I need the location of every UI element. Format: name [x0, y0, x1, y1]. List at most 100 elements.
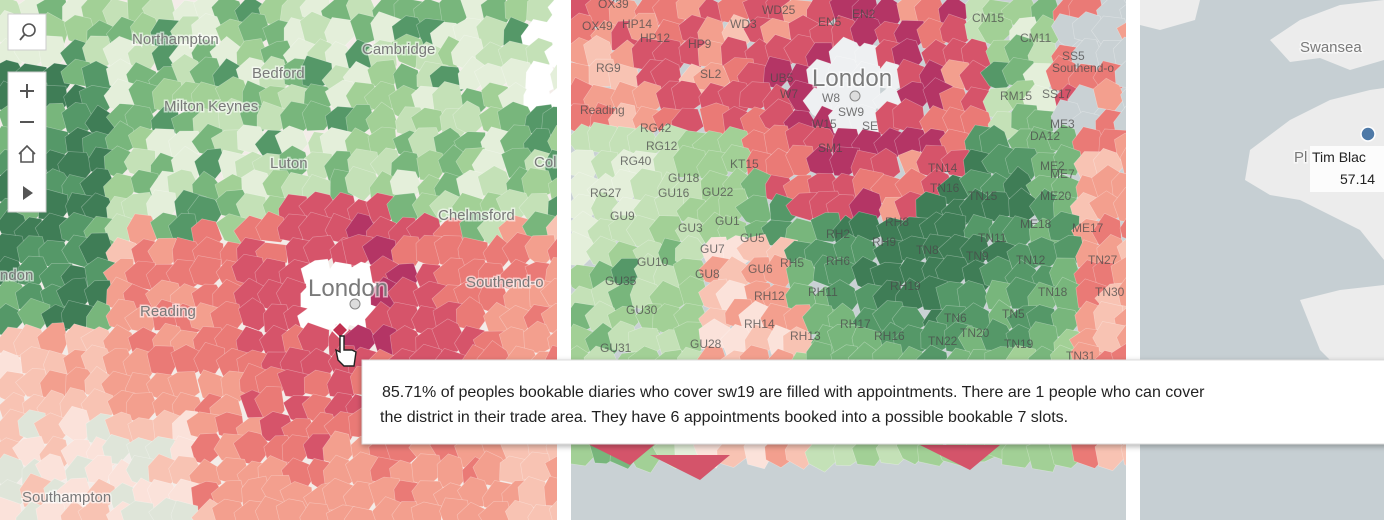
district	[544, 40, 557, 70]
postcode-label: TN5	[1002, 307, 1025, 321]
postcode-label: TN15	[968, 189, 998, 203]
district	[544, 257, 557, 286]
postcode-label: RH11	[808, 285, 838, 299]
place-label: London	[308, 275, 388, 302]
postcode-label: RG12	[646, 139, 678, 153]
district	[120, 500, 156, 520]
postcode-label: GU18	[668, 171, 700, 185]
postcode-label: ME3	[1050, 117, 1075, 131]
postcode-label: GU31	[600, 341, 632, 355]
marker-label-box	[1310, 146, 1384, 192]
district	[1119, 218, 1126, 239]
postcode-label: GU28	[690, 337, 722, 351]
place-label: Reading	[140, 303, 196, 320]
land	[1270, 0, 1384, 70]
district	[299, 502, 333, 520]
left-map[interactable]: Northampton Cambridge Bedford Milton Keynes…	[0, 0, 584, 525]
pan-button[interactable]	[23, 186, 33, 200]
place-label: Cambridge	[362, 41, 435, 58]
tooltip-text: the district in their trade area. They h…	[380, 409, 1068, 426]
postcode-label: RG9	[596, 61, 621, 75]
district	[77, 501, 113, 520]
postcode-label: GU5	[740, 231, 765, 245]
district	[410, 501, 442, 520]
district	[543, 14, 557, 46]
district	[1110, 256, 1126, 288]
district	[1120, 88, 1126, 111]
place-label: Milton Keynes	[164, 98, 258, 115]
search-icon	[19, 33, 26, 41]
postcode-label: SS5	[1062, 49, 1085, 63]
postcode-label: WD25	[762, 3, 796, 17]
district	[1116, 238, 1126, 265]
marker[interactable]	[1360, 126, 1376, 142]
district	[478, 501, 513, 520]
postcode-label: WD3	[730, 17, 757, 31]
postcode-label: CM11	[1020, 31, 1051, 45]
hand-cursor	[335, 335, 357, 367]
place-label: Col	[534, 154, 557, 171]
postcode-label: HP9	[688, 37, 712, 51]
place-label: ndon	[0, 267, 33, 284]
district	[1116, 324, 1126, 352]
marker-value: 57.14	[1340, 171, 1375, 187]
postcode-label: W15	[812, 117, 837, 131]
postcode-label: RG42	[640, 121, 672, 135]
district	[390, 235, 425, 267]
postcode-label: GU10	[637, 255, 669, 269]
district	[301, 100, 333, 132]
postcode-label: TN11	[978, 231, 1007, 245]
district	[238, 297, 271, 331]
postcode-label: RH12	[754, 289, 785, 303]
postcode-label: GU3	[678, 221, 703, 235]
postcode-label: RH6	[826, 254, 850, 268]
postcode-label: Southend-o	[1052, 61, 1114, 75]
zoom-in[interactable]	[20, 84, 34, 98]
postcode-label: TN8	[916, 243, 939, 257]
place-label: Southampton	[22, 489, 111, 506]
tooltip	[361, 359, 1384, 445]
home-button[interactable]	[18, 144, 36, 163]
district	[547, 0, 557, 22]
place-label: Chelmsford	[438, 207, 515, 224]
district	[547, 124, 557, 157]
district	[1112, 187, 1126, 222]
district	[1119, 146, 1126, 175]
postcode-label: Reading	[580, 103, 625, 117]
postcode-label: RH16	[874, 329, 905, 343]
tooltip-text: 85.71% of peoples bookable diaries who c…	[382, 384, 1205, 401]
district	[193, 342, 226, 375]
district	[1053, 144, 1083, 176]
postcode-label: ME18	[1020, 217, 1052, 231]
district	[1116, 277, 1126, 307]
district	[540, 302, 557, 335]
marker-name: Tim Blac	[1312, 149, 1366, 165]
district	[1092, 77, 1126, 112]
postcode-label: GU35	[605, 274, 637, 288]
postcode-label: TN9	[966, 249, 989, 263]
postcode-label: TN22	[928, 334, 958, 348]
postcode-label: DA12	[1030, 129, 1060, 143]
district	[146, 345, 178, 377]
postcode-label: GU16	[658, 186, 690, 200]
place-label: Pl	[1294, 149, 1307, 166]
postcode-label: GU22	[702, 185, 734, 199]
land	[1140, 0, 1200, 30]
postcode-label: HP14	[622, 17, 652, 31]
city-dot	[349, 298, 361, 310]
postcode-label: RH8	[885, 215, 909, 229]
postcode-label: ME17	[1072, 221, 1104, 235]
search-button[interactable]	[7, 13, 47, 51]
postcode-label: ME7	[1050, 167, 1075, 181]
postcode-label: ME20	[1040, 189, 1072, 203]
postcode-label: RM15	[1000, 89, 1032, 103]
search-icon	[22, 23, 36, 37]
district	[548, 500, 557, 520]
district	[35, 499, 68, 520]
postcode-label: GU8	[695, 267, 720, 281]
postcode-label: SL2	[700, 67, 722, 81]
district	[540, 278, 557, 307]
place-label: London	[812, 65, 892, 92]
postcode-label: HP12	[640, 31, 670, 45]
